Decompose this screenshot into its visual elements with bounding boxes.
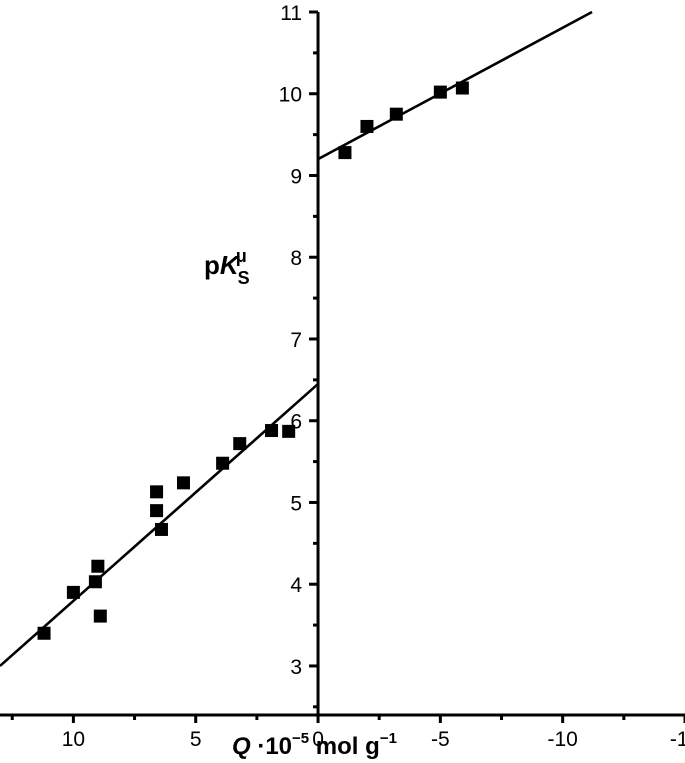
x-axis-title-unit: mol g — [309, 733, 380, 760]
y-tick-label: 8 — [290, 247, 302, 270]
x-tick-label: 0 — [312, 728, 324, 751]
data-point — [282, 424, 296, 438]
axis-ticks: 10 5 0 -5 -10 -15 3 4 5 6 7 8 9 10 11 — [10, 2, 685, 751]
y-tick-label: 11 — [280, 2, 302, 25]
x-tick-label: 5 — [190, 728, 202, 751]
x-axis-title-scale: ·10 — [251, 733, 292, 760]
data-point — [389, 107, 403, 121]
data-point — [360, 119, 374, 133]
data-point — [154, 522, 168, 536]
y-tick-label: 9 — [290, 165, 302, 188]
x-axis-title-exponent: −5 — [292, 730, 309, 747]
data-point — [37, 626, 51, 640]
y-axis-title-superscript: μ — [236, 246, 247, 266]
y-tick-label: 4 — [290, 574, 302, 597]
x-tick-label: -10 — [547, 728, 577, 751]
y-tick-label: 5 — [290, 492, 302, 515]
y-tick-label: 10 — [279, 84, 302, 107]
x-tick-label: -5 — [431, 728, 450, 751]
data-point — [91, 559, 105, 573]
data-point — [176, 476, 190, 490]
x-axis-title-unit-exponent: −1 — [380, 730, 397, 747]
y-axis-title-subscript: S — [238, 268, 250, 288]
data-point — [150, 485, 164, 499]
data-point — [66, 585, 80, 599]
data-points — [37, 81, 469, 640]
x-tick-label: 10 — [62, 728, 85, 751]
data-point — [265, 424, 279, 438]
data-point — [338, 146, 352, 160]
y-axis-title-p: p — [204, 250, 220, 280]
y-tick-label: 7 — [290, 329, 302, 352]
fit-line — [317, 10, 593, 161]
x-tick-label: -15 — [670, 728, 685, 751]
y-tick-label: 6 — [290, 411, 302, 434]
data-point — [455, 81, 469, 95]
x-axis-title: Q ·10−5 mol g−1 — [232, 730, 397, 760]
x-axis-title-variable: Q — [232, 733, 251, 760]
data-point — [216, 456, 230, 470]
y-axis-title-k: K — [220, 250, 241, 280]
data-point — [150, 504, 164, 518]
data-point — [233, 437, 247, 451]
data-point — [433, 85, 447, 99]
axes — [0, 12, 685, 717]
y-axis-title: pKSμ — [204, 246, 250, 288]
data-point — [88, 575, 102, 589]
y-tick-label: 3 — [290, 656, 302, 679]
data-point — [93, 609, 107, 623]
